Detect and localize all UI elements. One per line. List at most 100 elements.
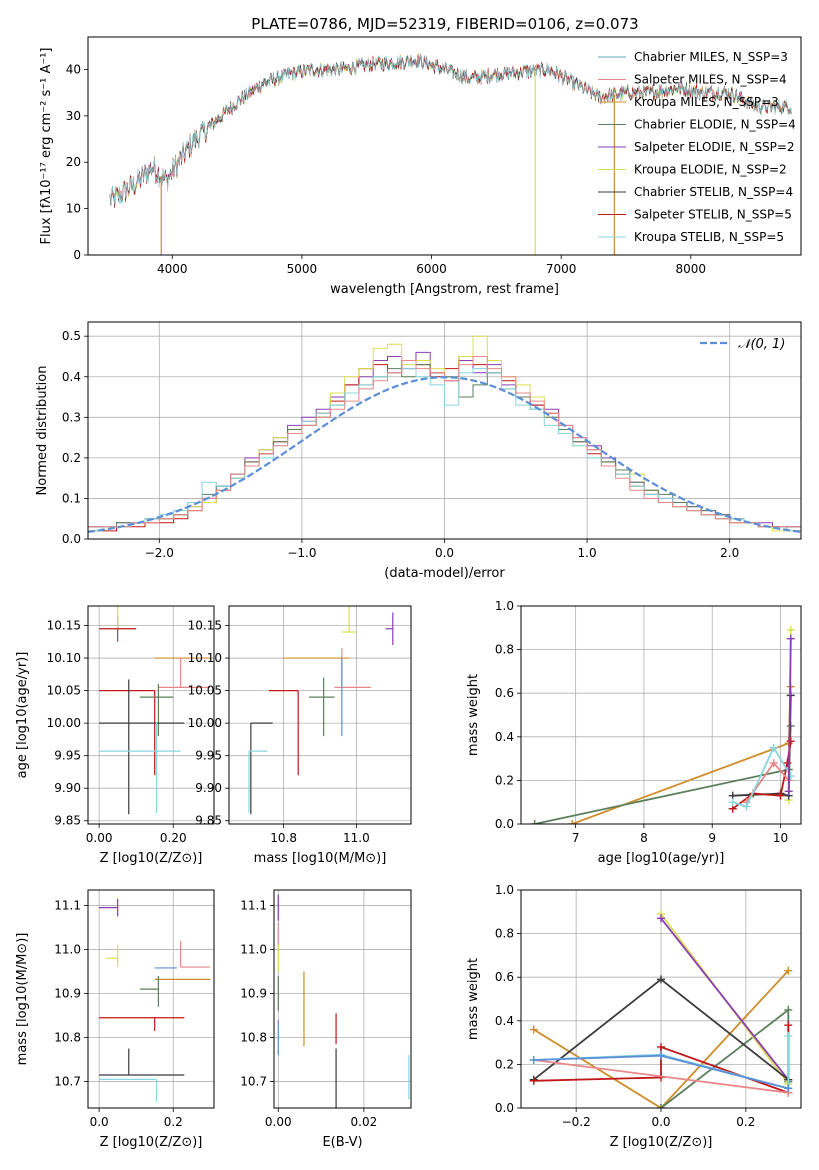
y-tick-label: 9.95 bbox=[54, 749, 81, 763]
y-tick-label: 0.5 bbox=[62, 329, 81, 343]
weight-series-line bbox=[660, 917, 790, 1081]
y-tick-label: 0 bbox=[73, 248, 81, 262]
histogram-legend: 𝒩(0, 1) bbox=[700, 337, 785, 352]
histogram-step-line bbox=[88, 368, 801, 539]
x-axis-label: (data-model)/error bbox=[384, 566, 505, 581]
x-tick-label: 10 bbox=[773, 831, 788, 845]
y-tick-label: 11.0 bbox=[240, 942, 267, 956]
legend-entry: Salpeter STELIB, N_SSP=5 bbox=[634, 208, 792, 222]
x-tick-label: 9 bbox=[708, 831, 716, 845]
weight-point-marker bbox=[776, 791, 785, 800]
y-tick-label: 0.3 bbox=[62, 410, 81, 424]
x-tick-label: 0.2 bbox=[164, 1115, 183, 1129]
error-bars bbox=[99, 606, 211, 815]
x-tick-label: 0.20 bbox=[160, 831, 187, 845]
x-tick-label: −2.0 bbox=[145, 546, 174, 560]
y-tick-label: 10.7 bbox=[240, 1075, 267, 1089]
weight-point-marker bbox=[728, 798, 737, 807]
x-tick-label: 11.0 bbox=[343, 831, 370, 845]
weight-series-line bbox=[533, 970, 789, 1108]
x-tick-label: −0.2 bbox=[562, 1115, 591, 1129]
x-tick-label: 0.00 bbox=[86, 831, 113, 845]
y-tick-label: 10.8 bbox=[54, 1031, 81, 1045]
weight-point-marker bbox=[786, 634, 795, 643]
axes-frame bbox=[273, 889, 412, 1109]
grid-lines bbox=[88, 890, 214, 1108]
legend-entry: Kroupa STELIB, N_SSP=5 bbox=[634, 230, 784, 244]
y-tick-label: 10.00 bbox=[47, 716, 81, 730]
weight-series-line bbox=[571, 686, 792, 824]
residual-histogram-panel: −2.0 −1.0 0.0 1.0 2.0 0.0 0.1 0.2 0.3 0.4 0.5 (data… bbox=[35, 321, 802, 581]
weight-point-marker bbox=[657, 1051, 665, 1060]
y-tick-label: 0.2 bbox=[495, 773, 514, 787]
grid-lines bbox=[229, 606, 411, 824]
x-tick-label: 2.0 bbox=[720, 546, 739, 560]
x-tick-label: 8000 bbox=[676, 262, 707, 276]
weight-point-marker bbox=[657, 1104, 665, 1108]
spectrum-title: PLATE=0786, MJD=52319, FIBERID=0106, z=0… bbox=[251, 15, 638, 33]
y-tick-label: 0.4 bbox=[495, 1014, 514, 1028]
legend-entry: 𝒩(0, 1) bbox=[738, 337, 785, 352]
y-tick-label: 10.00 bbox=[188, 716, 222, 730]
x-axis-label: Z [log10(Z/Z⊙)] bbox=[100, 1135, 203, 1150]
y-tick-label: 0.0 bbox=[62, 532, 81, 546]
x-tick-label: 7000 bbox=[546, 262, 577, 276]
y-tick-label: 40 bbox=[66, 62, 81, 76]
y-axis-label: mass [log10(M/M⊙)] bbox=[15, 933, 30, 1066]
legend-entry: Kroupa ELODIE, N_SSP=2 bbox=[634, 163, 787, 177]
mass-weight-vs-age-panel: 7 8 9 10 0.0 0.2 0.4 0.6 0.8 1.0 age [log10(age/yr… bbox=[466, 599, 802, 866]
y-tick-label: 11.1 bbox=[240, 898, 267, 912]
weight-series-line bbox=[534, 725, 792, 824]
weight-series-line bbox=[533, 1059, 789, 1094]
y-tick-label: 11.0 bbox=[54, 942, 81, 956]
axes-frame bbox=[520, 889, 802, 1109]
y-tick-label: 9.85 bbox=[54, 814, 81, 828]
x-tick-label: 6000 bbox=[416, 262, 447, 276]
weight-point-marker bbox=[786, 737, 795, 746]
weight-lines bbox=[529, 909, 793, 1108]
y-tick-label: 0.8 bbox=[495, 927, 514, 941]
weight-point-marker bbox=[784, 966, 793, 975]
axes-frame bbox=[520, 605, 802, 825]
y-tick-label: 10.9 bbox=[240, 986, 267, 1000]
y-tick-label: 9.90 bbox=[54, 781, 81, 795]
weight-lines bbox=[530, 625, 795, 824]
gaussian-curve bbox=[88, 376, 801, 533]
x-tick-label: 0.02 bbox=[351, 1115, 378, 1129]
y-axis-label: mass weight bbox=[466, 674, 481, 756]
axes-frame bbox=[228, 605, 412, 825]
y-tick-label: 1.0 bbox=[495, 883, 514, 897]
y-axis-label: mass weight bbox=[466, 958, 481, 1040]
x-tick-label: 0.0 bbox=[651, 1115, 670, 1129]
y-tick-label: 0.6 bbox=[495, 686, 514, 700]
x-axis-label: Z [log10(Z/Z⊙)] bbox=[610, 1135, 713, 1150]
mass-vs-reddening-panel: 0.00 0.02 10.7 10.8 10.9 11.0 11.1 E(B-V) bbox=[240, 889, 412, 1150]
legend-entry: Chabrier MILES, N_SSP=3 bbox=[634, 50, 788, 64]
weight-point-marker bbox=[530, 820, 539, 824]
spectrum-series-line bbox=[109, 54, 792, 205]
spectrum-panel: 4000 5000 6000 7000 8000 0 10 20 30 40 wavelength … bbox=[39, 36, 802, 297]
x-tick-label: 7 bbox=[572, 831, 580, 845]
y-tick-label: 10.8 bbox=[240, 1031, 267, 1045]
weight-point-marker bbox=[786, 625, 795, 634]
weight-point-marker bbox=[784, 1021, 793, 1030]
weight-point-marker bbox=[769, 743, 778, 752]
x-tick-label: 8 bbox=[640, 831, 648, 845]
y-tick-label: 11.1 bbox=[54, 898, 81, 912]
y-tick-label: 10.7 bbox=[54, 1075, 81, 1089]
mass-weight-vs-metallicity-panel: −0.2 0.0 0.2 0.0 0.2 0.4 0.6 0.8 1.0 Z [log10(Z/Z… bbox=[466, 883, 802, 1150]
y-tick-label: 0.6 bbox=[495, 970, 514, 984]
weight-point-marker bbox=[657, 1042, 665, 1051]
grid-lines bbox=[274, 890, 411, 1108]
weight-series-line bbox=[787, 638, 792, 792]
y-tick-label: 10.9 bbox=[54, 986, 81, 1000]
x-tick-label: 0.0 bbox=[435, 546, 454, 560]
weight-series-line bbox=[732, 745, 792, 808]
y-tick-label: 9.90 bbox=[195, 781, 222, 795]
weight-point-marker bbox=[784, 787, 793, 796]
x-tick-label: −1.0 bbox=[287, 546, 316, 560]
y-tick-label: 9.85 bbox=[195, 814, 222, 828]
weight-point-marker bbox=[657, 975, 665, 984]
age-vs-metallicity-panel: 0.00 0.20 9.85 9.90 9.95 10.00 10.05 10.10 10.15… bbox=[15, 605, 215, 866]
x-axis-label: age [log10(age/yr)] bbox=[598, 851, 725, 866]
